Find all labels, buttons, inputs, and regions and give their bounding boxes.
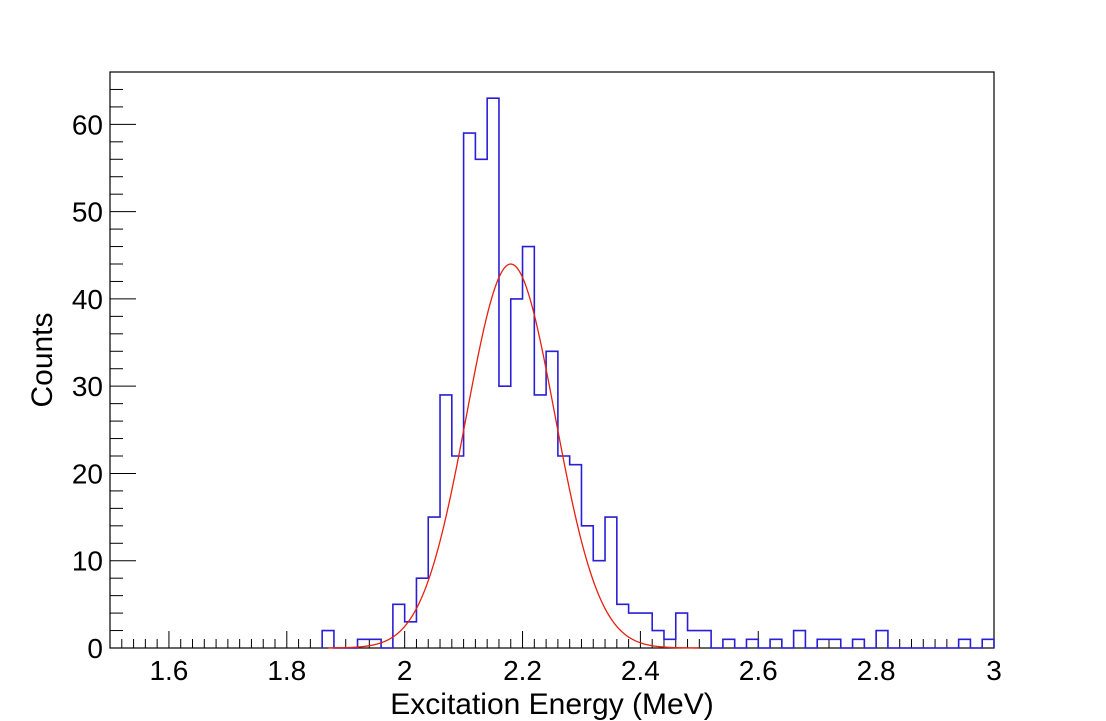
y-tick-label: 0 bbox=[87, 633, 103, 664]
x-axis-label: Excitation Energy (MeV) bbox=[390, 688, 713, 721]
x-tick-label: 2 bbox=[397, 655, 413, 686]
x-tick-label: 2.6 bbox=[739, 655, 778, 686]
y-axis-label: Counts bbox=[26, 312, 59, 407]
x-tick-labels: 1.6 1.8 2 2.2 2.4 2.6 2.8 3 bbox=[149, 655, 1001, 686]
x-tick-label: 1.8 bbox=[267, 655, 306, 686]
x-tick-label: 2.4 bbox=[621, 655, 660, 686]
axis-ticks bbox=[109, 71, 995, 649]
y-tick-label: 30 bbox=[72, 371, 103, 402]
y-tick-label: 40 bbox=[72, 284, 103, 315]
x-tick-label: 1.6 bbox=[149, 655, 188, 686]
y-tick-label: 50 bbox=[72, 197, 103, 228]
y-tick-label: 10 bbox=[72, 546, 103, 577]
gaussian-fit-curve bbox=[328, 263, 700, 649]
plot-frame bbox=[109, 71, 995, 649]
x-tick-label: 3 bbox=[986, 655, 1002, 686]
y-tick-label: 60 bbox=[72, 109, 103, 140]
y-tick-label: 20 bbox=[72, 458, 103, 489]
y-tick-labels: 0 10 20 30 40 50 60 bbox=[72, 109, 103, 664]
x-tick-label: 2.2 bbox=[503, 655, 542, 686]
x-tick-label: 2.8 bbox=[857, 655, 896, 686]
histogram-series bbox=[321, 97, 995, 649]
